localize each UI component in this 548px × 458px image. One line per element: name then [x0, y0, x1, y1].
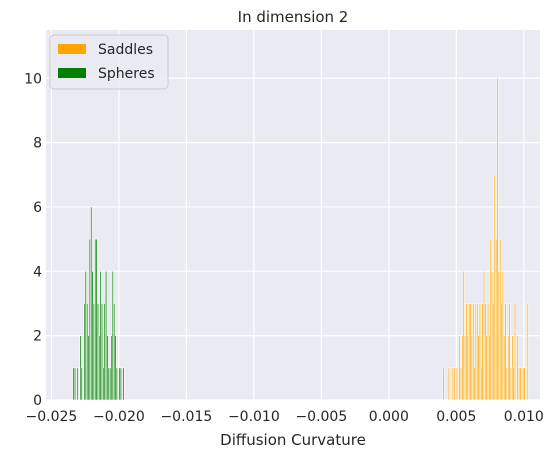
plot-background: [46, 30, 540, 400]
bar-spheres: [115, 367, 118, 401]
bar-saddles: [526, 303, 529, 401]
bar-spheres: [119, 367, 122, 401]
x-tick-label: −0.020: [93, 409, 145, 425]
bar-saddles: [504, 303, 507, 401]
bar-spheres: [122, 367, 125, 401]
bar-saddles: [478, 303, 481, 401]
y-tick-label: 0: [33, 393, 42, 409]
bar-saddles: [442, 367, 445, 401]
bar-spheres: [80, 367, 83, 401]
legend-label-spheres: Spheres: [98, 66, 155, 82]
x-tick-label: −0.010: [228, 409, 280, 425]
bar-saddles: [456, 367, 458, 401]
y-tick-label: 2: [33, 329, 42, 345]
bar-saddles: [472, 303, 475, 401]
x-axis-ticks: −0.025 −0.020 −0.015 −0.010 −0.005 0.000 0.005…: [25, 409, 543, 425]
legend-swatch-spheres: [58, 68, 86, 78]
x-axis-label: Diffusion Curvature: [220, 431, 366, 449]
grid: [46, 30, 540, 401]
y-tick-label: 6: [33, 200, 42, 216]
bar-saddles: [519, 367, 522, 401]
y-tick-label: 10: [24, 71, 42, 87]
bar-saddles: [523, 367, 526, 401]
chart-title: In dimension 2: [238, 8, 349, 26]
y-tick-label: 4: [33, 264, 42, 280]
bar-spheres: [101, 303, 103, 401]
bar-spheres: [74, 367, 76, 401]
x-tick-label: −0.015: [160, 409, 212, 425]
x-tick-label: 0.000: [369, 409, 409, 425]
legend: Saddles Spheres: [49, 34, 169, 90]
bar-spheres: [76, 367, 79, 401]
bar-saddles: [514, 303, 517, 401]
bar-saddles: [447, 367, 450, 401]
x-tick-label: 0.010: [504, 409, 544, 425]
bars: [72, 77, 529, 401]
legend-swatch-saddles: [58, 44, 86, 54]
bar-saddles: [453, 367, 456, 401]
x-tick-label: −0.025: [25, 409, 77, 425]
y-axis-ticks: 0 2 4 6 8 10: [24, 71, 42, 409]
bar-saddles: [496, 77, 499, 401]
legend-label-saddles: Saddles: [98, 42, 153, 58]
x-tick-label: 0.005: [436, 409, 476, 425]
x-tick-label: −0.005: [295, 409, 347, 425]
y-tick-label: 8: [33, 136, 42, 152]
bar-saddles: [508, 303, 511, 401]
